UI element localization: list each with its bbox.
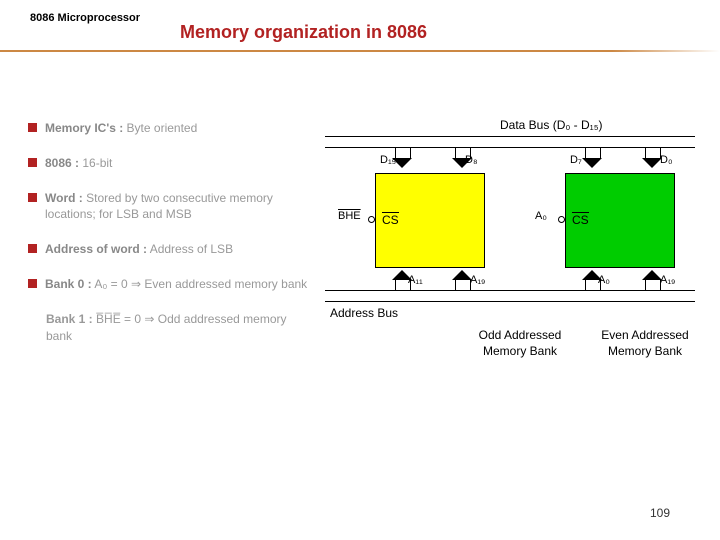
title-underline [0, 50, 720, 52]
signal-label: A₁₉ [470, 274, 485, 286]
enable-label: BHE [338, 210, 361, 222]
even-bank-caption: Even Addressed Memory Bank [600, 328, 690, 359]
arrow-up-icon [585, 270, 599, 290]
databus-label: Data Bus (D₀ - D₁₅) [500, 118, 603, 132]
memory-diagram: Data Bus (D₀ - D₁₅) D₁₅ D₈ BHE CS A₁₁ A₁… [320, 118, 700, 398]
odd-bank-caption: Odd Addressed Memory Bank [475, 328, 565, 359]
header-label: 8086 Microprocessor [30, 12, 140, 24]
bullet-icon [28, 244, 37, 253]
addrbus-label: Address Bus [330, 306, 398, 320]
arrow-down-icon [585, 148, 599, 168]
address-bus [325, 290, 695, 302]
data-bus [325, 136, 695, 148]
cs-circle-icon [558, 216, 565, 223]
cs-label: CS [382, 212, 399, 227]
arrow-down-icon [395, 148, 409, 168]
arrow-down-icon [645, 148, 659, 168]
odd-bank-chip: CS [375, 173, 485, 268]
even-bank-chip: CS [565, 173, 675, 268]
cs-label: CS [572, 212, 589, 227]
signal-label: A₁₉ [660, 274, 675, 286]
page-number: 109 [650, 506, 670, 520]
bullet-list: Memory IC's : Byte oriented 8086 : 16-bi… [28, 120, 308, 362]
list-item: Bank 0 : A₀ = 0 ⇒ Even addressed memory … [28, 276, 308, 293]
signal-label: A₀ [598, 274, 610, 286]
list-item: Bank 1 : B̅H̅E̅ = 0 ⇒ Odd addressed memo… [46, 311, 308, 345]
list-item: 8086 : 16-bit [28, 155, 308, 172]
page-title: Memory organization in 8086 [180, 22, 427, 43]
arrow-down-icon [455, 148, 469, 168]
arrow-up-icon [455, 270, 469, 290]
bullet-icon [28, 123, 37, 132]
enable-label: A₀ [535, 210, 547, 222]
arrow-up-icon [395, 270, 409, 290]
bullet-icon [28, 193, 37, 202]
list-item: Memory IC's : Byte oriented [28, 120, 308, 137]
bullet-icon [28, 158, 37, 167]
bullet-icon [28, 279, 37, 288]
signal-label: A₁₁ [408, 274, 423, 286]
cs-circle-icon [368, 216, 375, 223]
arrow-up-icon [645, 270, 659, 290]
list-item: Word : Stored by two consecutive memory … [28, 190, 308, 224]
list-item: Address of word : Address of LSB [28, 241, 308, 258]
signal-label: D₇ [570, 154, 582, 166]
